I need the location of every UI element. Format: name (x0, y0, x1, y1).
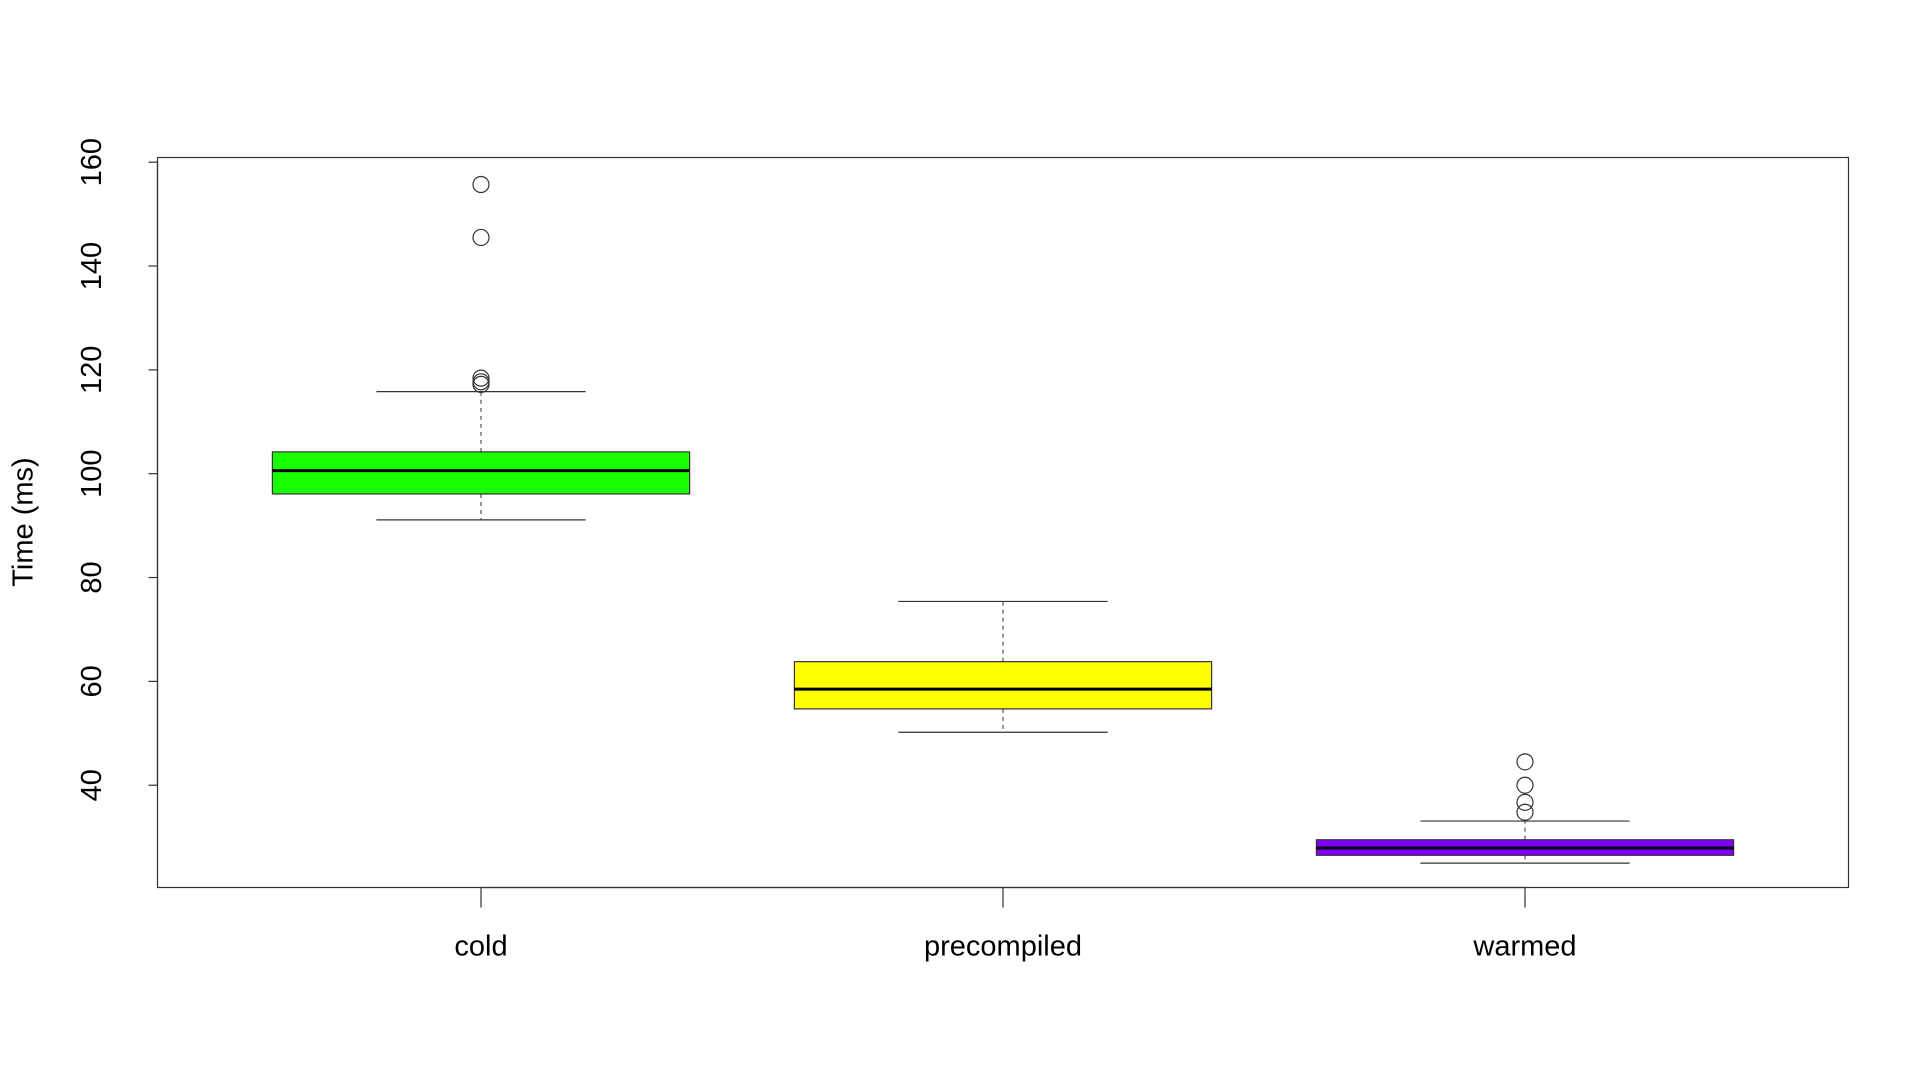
outlier (472, 369, 490, 387)
y-tick-label: 40 (76, 769, 108, 801)
plot-frame (156, 156, 1850, 889)
y-tick-label: 60 (76, 665, 108, 697)
y-tick-label: 160 (76, 138, 108, 186)
outlier (472, 375, 490, 393)
outlier (1516, 776, 1534, 794)
box (271, 451, 691, 495)
outlier (1516, 753, 1534, 771)
outlier (472, 175, 490, 194)
outlier (1516, 803, 1534, 821)
y-tick-label: 140 (76, 242, 108, 290)
x-tick-label: precompiled (924, 931, 1082, 963)
y-tick-label: 120 (76, 346, 108, 394)
x-tick-label: cold (454, 931, 507, 963)
y-tick-label: 100 (76, 449, 108, 497)
y-axis-label: Time (ms) (8, 457, 40, 586)
box (793, 661, 1213, 710)
y-tick-label: 80 (76, 561, 108, 593)
outlier (472, 228, 490, 247)
outlier (1516, 793, 1534, 811)
x-tick-label: warmed (1472, 931, 1576, 963)
